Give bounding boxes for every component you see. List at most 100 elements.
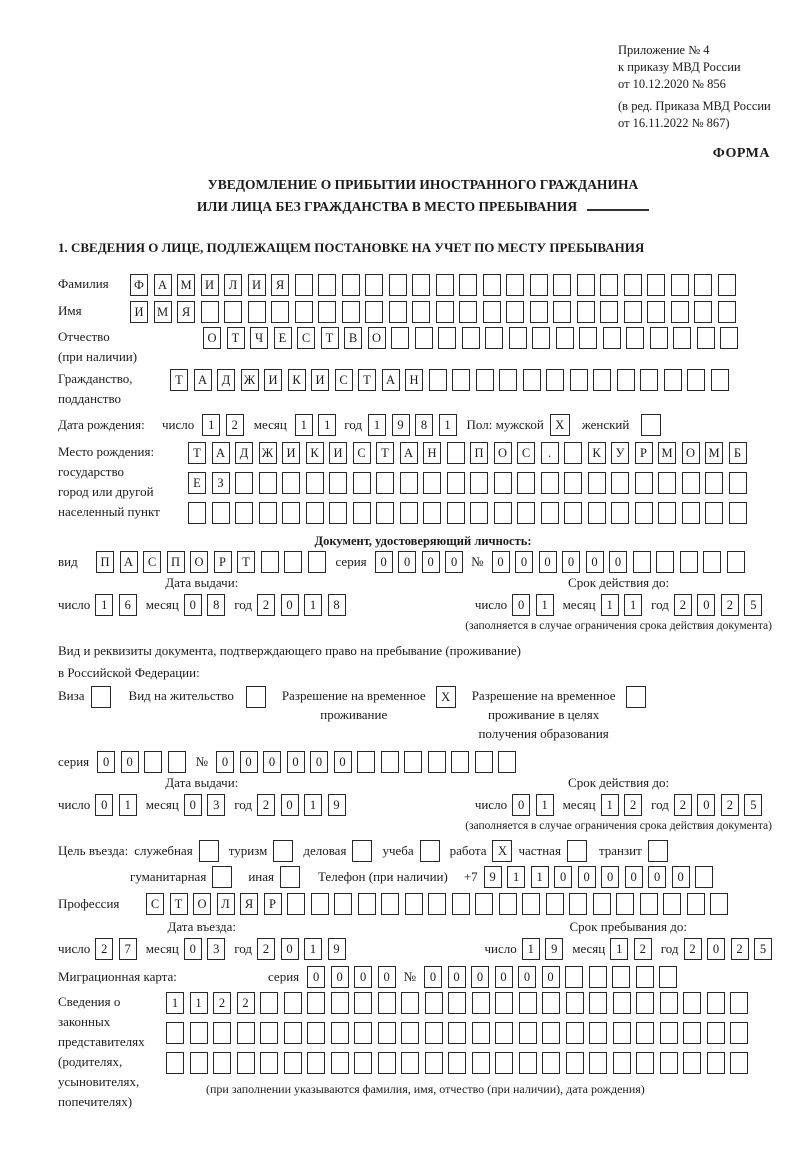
char-cell[interactable]: 0 (354, 966, 373, 988)
char-cell[interactable]: 1 (535, 594, 554, 616)
char-cell[interactable] (401, 1022, 419, 1044)
char-cell[interactable]: С (517, 442, 535, 464)
char-cell[interactable] (307, 992, 325, 1014)
char-cell[interactable] (694, 301, 712, 323)
char-cell[interactable] (435, 274, 454, 296)
purpose-study-checkbox[interactable] (419, 840, 440, 862)
char-cell[interactable] (683, 992, 701, 1014)
char-cell[interactable]: 2 (257, 938, 276, 960)
char-cell[interactable] (354, 992, 372, 1014)
gender-female-checkbox[interactable] (641, 414, 662, 436)
char-cell[interactable]: О (190, 551, 208, 573)
char-cell[interactable] (612, 1052, 631, 1074)
char-cell[interactable]: 0 (671, 866, 690, 888)
char-cell[interactable]: Е (273, 327, 292, 349)
char-cell[interactable]: 0 (445, 551, 464, 573)
char-cell[interactable] (423, 472, 441, 494)
char-cell[interactable] (448, 1052, 466, 1074)
char-cell[interactable] (545, 893, 564, 915)
char-cell[interactable] (579, 327, 597, 349)
char-cell[interactable] (412, 274, 430, 296)
char-cell[interactable]: 0 (120, 751, 139, 773)
char-cell[interactable]: 2 (225, 414, 244, 436)
char-cell[interactable] (659, 966, 678, 988)
char-cell[interactable] (681, 502, 700, 524)
char-cell[interactable] (546, 369, 564, 391)
char-cell[interactable] (728, 472, 747, 494)
char-cell[interactable]: 9 (483, 866, 502, 888)
char-cell[interactable] (258, 502, 277, 524)
char-cell[interactable] (659, 1022, 678, 1044)
char-cell[interactable] (564, 472, 582, 494)
char-cell[interactable] (659, 992, 678, 1014)
char-cell[interactable] (470, 502, 488, 524)
char-cell[interactable] (565, 1022, 584, 1044)
char-cell[interactable]: 1 (166, 992, 184, 1014)
char-cell[interactable] (334, 893, 352, 915)
char-cell[interactable]: 3 (207, 938, 226, 960)
char-cell[interactable]: 1 (624, 594, 643, 616)
char-cell[interactable] (726, 551, 745, 573)
char-cell[interactable] (576, 301, 595, 323)
char-cell[interactable]: 1 (304, 594, 323, 616)
char-cell[interactable] (658, 502, 676, 524)
char-cell[interactable] (294, 274, 313, 296)
char-cell[interactable]: 1 (535, 794, 554, 816)
char-cell[interactable] (703, 551, 722, 573)
char-cell[interactable] (600, 274, 618, 296)
char-cell[interactable] (623, 301, 642, 323)
char-cell[interactable] (647, 301, 665, 323)
char-cell[interactable] (681, 472, 700, 494)
char-cell[interactable] (499, 369, 517, 391)
char-cell[interactable] (376, 472, 394, 494)
char-cell[interactable]: 2 (257, 594, 276, 616)
char-cell[interactable] (391, 327, 409, 349)
char-cell[interactable] (634, 472, 653, 494)
char-cell[interactable]: 8 (327, 594, 346, 616)
char-cell[interactable] (730, 1052, 748, 1074)
char-cell[interactable]: С (146, 893, 164, 915)
char-cell[interactable] (482, 274, 501, 296)
char-cell[interactable]: Т (320, 327, 339, 349)
char-cell[interactable] (569, 893, 587, 915)
char-cell[interactable] (695, 866, 714, 888)
char-cell[interactable]: Н (423, 442, 441, 464)
representatives-row2[interactable] (166, 1022, 748, 1044)
char-cell[interactable] (717, 274, 736, 296)
char-cell[interactable]: К (287, 369, 306, 391)
char-cell[interactable] (508, 327, 527, 349)
temp-permit-checkbox[interactable]: X (435, 686, 456, 708)
char-cell[interactable] (522, 893, 540, 915)
char-cell[interactable]: 0 (609, 551, 628, 573)
char-cell[interactable] (377, 1022, 396, 1044)
char-cell[interactable]: Т (237, 551, 255, 573)
char-cell[interactable]: 0 (95, 794, 114, 816)
char-cell[interactable] (189, 1022, 208, 1044)
char-cell[interactable]: 0 (307, 966, 326, 988)
char-cell[interactable] (710, 369, 729, 391)
char-cell[interactable] (518, 1052, 537, 1074)
char-cell[interactable] (446, 442, 465, 464)
char-cell[interactable] (329, 472, 347, 494)
char-cell[interactable]: 1 (318, 414, 337, 436)
char-cell[interactable] (495, 1022, 513, 1044)
char-cell[interactable]: 0 (333, 751, 352, 773)
char-cell[interactable] (683, 1022, 701, 1044)
char-cell[interactable] (656, 551, 675, 573)
char-cell[interactable] (696, 327, 715, 349)
char-cell[interactable]: 1 (95, 594, 114, 616)
char-cell[interactable]: 0 (515, 551, 534, 573)
char-cell[interactable]: 2 (673, 594, 692, 616)
char-cell[interactable]: Е (188, 472, 206, 494)
